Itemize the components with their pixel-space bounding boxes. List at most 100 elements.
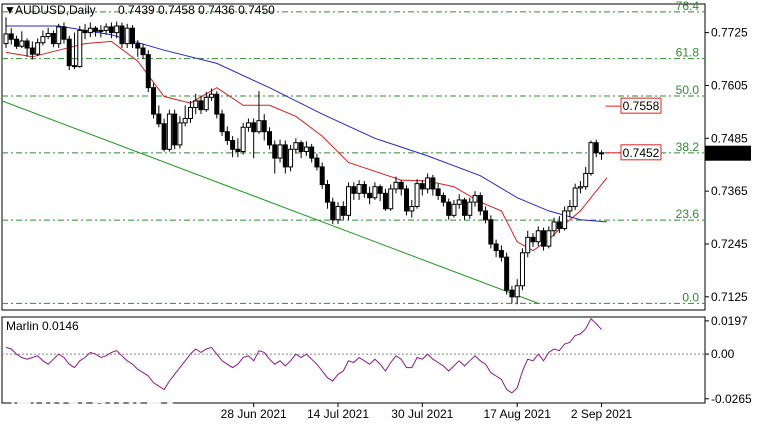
candle-bull: [425, 177, 431, 190]
candle-bear: [272, 144, 278, 159]
candle-bear: [156, 113, 162, 125]
candle-bear: [267, 131, 272, 146]
candle-bear: [298, 142, 304, 152]
candle-bear: [404, 188, 410, 212]
candle-bull: [525, 236, 531, 254]
candle-bull: [209, 93, 215, 98]
triangle-icon: ▼: [4, 3, 16, 17]
y-tick-label: 0.7605: [711, 78, 748, 92]
candle-bear: [504, 256, 510, 291]
y-tick-label: 0.7245: [711, 237, 748, 251]
x-tick-label: 2 Sep 2021: [571, 407, 633, 421]
candle-bear: [135, 43, 141, 49]
candle-bull: [588, 142, 594, 175]
candle-bull: [467, 201, 473, 216]
candle-bull: [193, 100, 199, 108]
candle-bull: [114, 25, 120, 34]
candle-bull: [519, 252, 525, 287]
level-box: [620, 97, 662, 114]
candle-bull: [583, 173, 589, 188]
candle-bear: [361, 184, 367, 194]
candle-bear: [24, 40, 30, 49]
osc-y-tick-label: -0.0265: [711, 392, 752, 406]
candle-bull: [456, 199, 462, 205]
candle-bear: [82, 29, 88, 34]
fib-level-label: 50.0: [676, 83, 700, 97]
candle-bear: [224, 131, 230, 141]
symbol-label: AUDUSD,Daily: [15, 3, 96, 17]
candle-bear: [108, 26, 114, 34]
level-box: [620, 144, 662, 161]
candle-bear: [461, 199, 467, 216]
candle-bear: [430, 177, 436, 190]
oscillator-line: [5, 317, 602, 394]
x-tick-label: 30 Jul 2021: [391, 407, 453, 421]
candle-bull: [535, 230, 541, 243]
candle-bull: [277, 144, 283, 159]
candle-bull: [35, 42, 41, 55]
fib-level-label: 38.2: [676, 140, 700, 154]
candle-bear: [140, 47, 146, 56]
marlin-label: Marlin 0.0146: [6, 319, 79, 333]
candle-bear: [530, 236, 536, 243]
candle-bear: [488, 219, 494, 245]
candle-bull: [356, 184, 362, 194]
candle-bear: [498, 250, 504, 258]
candle-bull: [414, 183, 420, 208]
candle-bear: [435, 188, 441, 197]
fib-level-label: 23.6: [676, 207, 700, 221]
candle-bear: [330, 201, 336, 221]
candle-bear: [161, 123, 167, 150]
fib-level-label: 76.4: [676, 0, 700, 13]
candle-bull: [451, 203, 457, 216]
candle-bear: [382, 192, 388, 210]
trend-line: [1, 100, 539, 304]
candle-bear: [219, 113, 225, 133]
candle-bull: [187, 106, 193, 119]
y-tick-label: 0.7725: [711, 26, 748, 40]
candle-bear: [14, 38, 20, 47]
current-price-box: [705, 145, 751, 161]
candle-bear: [29, 47, 35, 55]
x-tick-label: 17 Aug 2021: [483, 407, 551, 421]
candle-bear: [319, 166, 325, 186]
candle-bull: [77, 29, 83, 68]
candle-bear: [493, 243, 499, 252]
candle-bear: [419, 183, 425, 190]
candle-bear: [251, 122, 257, 133]
candle-bear: [8, 33, 14, 40]
candle-bear: [214, 93, 220, 115]
candle-bull: [3, 33, 9, 45]
candle-bear: [50, 32, 56, 45]
candle-bull: [245, 122, 251, 128]
oscillator-panel-frame: [1, 316, 706, 404]
fib-level-label: 0.0: [682, 290, 699, 304]
watermark: instaforex Instant Forex Trading: [11, 387, 178, 424]
candle-bull: [572, 187, 578, 208]
candle-bull: [372, 186, 378, 199]
osc-y-tick-label: 0.00: [711, 347, 735, 361]
candle-bear: [541, 230, 547, 247]
candle-bear: [599, 152, 605, 155]
candle-bull: [177, 122, 183, 146]
candle-bear: [235, 148, 241, 152]
level-label: 0.7558: [623, 99, 660, 113]
candle-bull: [514, 285, 520, 298]
y-tick-label: 0.7365: [711, 184, 748, 198]
ohlc-values: 0.7439 0.7458 0.7436 0.7450: [118, 3, 275, 17]
instaforex-logo-icon: [11, 390, 37, 416]
candle-bear: [61, 26, 67, 40]
y-tick-label: 0.7485: [711, 131, 748, 145]
candle-bull: [87, 27, 93, 34]
x-tick-label: 14 Jul 2021: [307, 407, 369, 421]
candle-bear: [398, 181, 404, 190]
candle-bear: [129, 27, 135, 45]
chart-header: ▼ AUDUSD,Daily 0.7439 0.7458 0.7436 0.74…: [4, 3, 275, 17]
candle-bull: [577, 186, 583, 189]
candle-bear: [367, 192, 373, 199]
candle-bear: [230, 139, 236, 150]
x-tick-label: 28 Jun 2021: [221, 407, 287, 421]
watermark-brand: instaforex: [40, 387, 178, 415]
candle-bear: [309, 146, 315, 159]
